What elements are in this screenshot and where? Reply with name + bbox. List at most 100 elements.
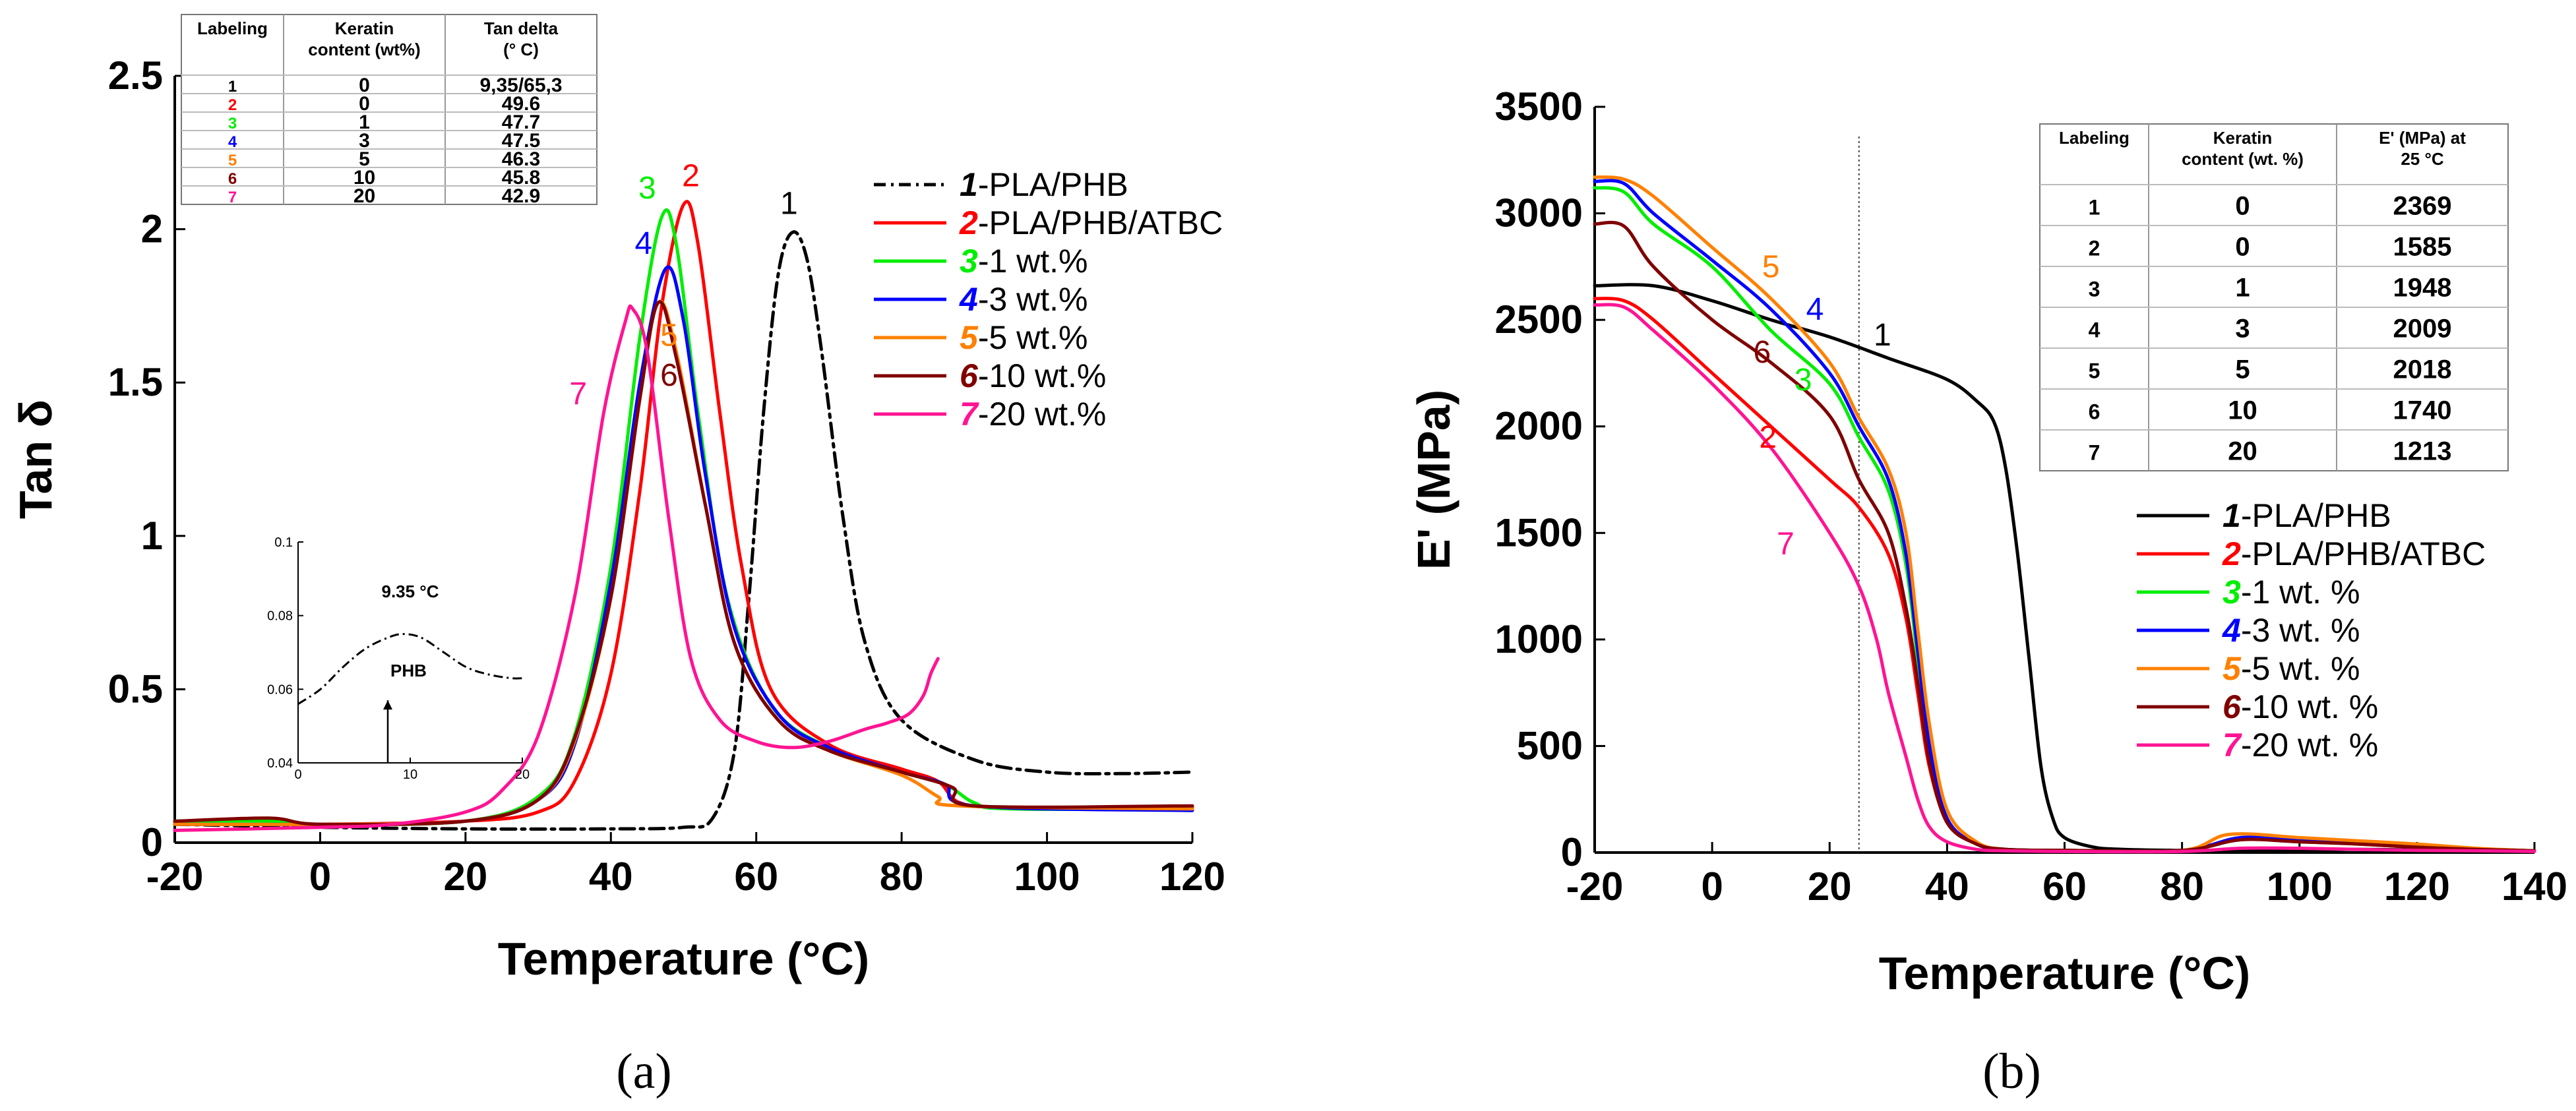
b-curve-label: 4 [1806,292,1824,327]
a-legend-label: -3 wt.% [978,281,1088,318]
b-curve-label: 6 [1753,335,1771,370]
b-legend-number: 3 [2223,574,2241,611]
b-y-axis-title: E' (MPa) [1408,390,1459,570]
inset-x-tick-label: 10 [403,767,417,782]
inset-arrow-label: PHB [390,661,427,680]
a-table-cell: 0 [359,93,370,115]
a-y-tick-label: 0 [141,820,163,864]
b-legend-label: -3 wt. % [2241,612,2360,649]
b-table-cell: 0 [2235,232,2250,261]
a-legend-label: -PLA/PHB/ATBC [978,204,1223,241]
a-legend-text: 2-PLA/PHB/ATBC [959,204,1223,241]
a-legend-label: -1 wt.% [978,243,1088,280]
a-table-header: Tan delta [484,18,559,38]
a-curve-label: 1 [780,186,798,221]
b-table-cell: 0 [2235,191,2250,220]
b-table-cell: 2009 [2393,314,2452,343]
b-table-cell: 1 [2089,195,2101,219]
b-series-line [1593,175,2536,854]
a-curve-label: 7 [569,376,587,411]
inset-series-line [297,633,523,705]
b-legend-number: 7 [2223,727,2242,764]
a-curve-label: 4 [635,226,653,261]
b-table-cell: 1740 [2393,396,2452,425]
b-table-header: Keratin [2213,128,2273,148]
a-y-tick-label: 2.5 [108,53,163,98]
b-legend-number: 2 [2222,535,2241,572]
b-y-tick-label: 0 [1561,830,1583,874]
a-table-header: content (wt%) [308,40,420,59]
a-x-tick-label: 40 [589,855,633,899]
a-legend-label: -5 wt.% [978,319,1088,356]
a-table-header: (° C) [503,40,539,59]
a-table-cell: 49.6 [502,93,540,115]
a-legend-text: 4-3 wt.% [959,281,1088,318]
b-y-tick-label: 1500 [1495,510,1583,555]
b-x-tick-label: 80 [2160,864,2204,909]
panel-a: -20 0 20 40 60 80 100 12000.511.522.51234567Tem… [10,14,1225,1099]
b-legend-number: 6 [2223,688,2242,725]
a-curve-label: 3 [638,171,656,206]
a-table-cell: 47.5 [502,130,540,152]
b-table-cell: 1585 [2393,232,2452,261]
b-table-cell: 6 [2089,400,2101,423]
a-table-cell: 1 [228,78,237,96]
b-x-tick-label: 0 [1701,864,1723,909]
b-table-header: 25 °C [2401,149,2444,169]
b-table-cell: 2 [2089,236,2101,260]
a-y-tick-label: 0.5 [108,667,163,711]
a-legend-number: 4 [959,281,978,318]
a-legend-label: -10 wt.% [978,357,1107,394]
b-legend-label: -PLA/PHB [2241,497,2391,534]
b-curve-label: 1 [1874,318,1891,353]
a-table-cell: 3 [359,130,370,152]
a-table-cell: 2 [228,96,237,114]
inset-x-tick-label: 0 [294,767,301,782]
a-table-cell: 0 [359,75,370,96]
b-legend-label: -PLA/PHB/ATBC [2241,535,2486,572]
b-y-tick-label: 2000 [1495,404,1583,448]
a-legend-number: 2 [959,204,978,241]
b-legend-text: 6-10 wt. % [2223,688,2378,725]
a-table-cell: 7 [228,189,237,206]
a-table-cell: 5 [359,148,370,170]
b-legend-number: 5 [2223,650,2242,687]
b-x-tick-label: 60 [2042,864,2087,909]
b-curve-label: 7 [1777,527,1794,562]
a-curve-label: 2 [682,158,700,193]
a-table-cell: 20 [353,185,375,207]
a-table-cell: 5 [228,152,237,169]
b-x-tick-label: 120 [2384,864,2450,909]
a-table-cell: 6 [228,170,237,188]
a-legend-text: 3-1 wt.% [960,243,1088,280]
b-y-tick-label: 1000 [1495,617,1583,661]
inset-y-tick-label: 0.04 [267,756,293,771]
a-x-tick-label: 20 [443,855,487,899]
a-legend-text: 6-10 wt.% [960,357,1106,394]
b-curve-label: 3 [1794,363,1812,398]
panel-b: -20 0 20 40 60 80 100 120 1400500100015002000250… [1408,84,2567,1099]
b-x-tick-label: 100 [2267,864,2333,909]
inset-peak-label: 9.35 °C [381,582,439,601]
a-series-line [173,200,1194,826]
inset-y-tick-label: 0.06 [267,682,293,697]
b-table-frame [2039,123,2509,471]
a-table-cell: 1 [359,111,370,133]
b-legend-text: 2-PLA/PHB/ATBC [2222,535,2486,572]
b-table-header: E' (MPa) at [2379,128,2466,148]
b-legend-label: -1 wt. % [2241,574,2360,611]
b-legend-text: 7-20 wt. % [2223,727,2378,764]
a-table-header: Labeling [197,18,268,38]
b-y-tick-label: 2500 [1495,297,1583,342]
a-legend-label: -20 wt.% [978,396,1107,433]
a-curve-label: 6 [660,358,678,393]
a-series-line [173,304,940,832]
a-y-axis-title: Tan δ [10,400,61,519]
a-table-cell: 47.7 [502,111,540,133]
b-curve-label: 5 [1762,250,1780,285]
b-table-cell: 7 [2089,440,2101,464]
a-legend-text: 5-5 wt.% [960,319,1088,356]
b-table-cell: 4 [2089,318,2101,342]
a-x-tick-label: 120 [1159,855,1225,899]
